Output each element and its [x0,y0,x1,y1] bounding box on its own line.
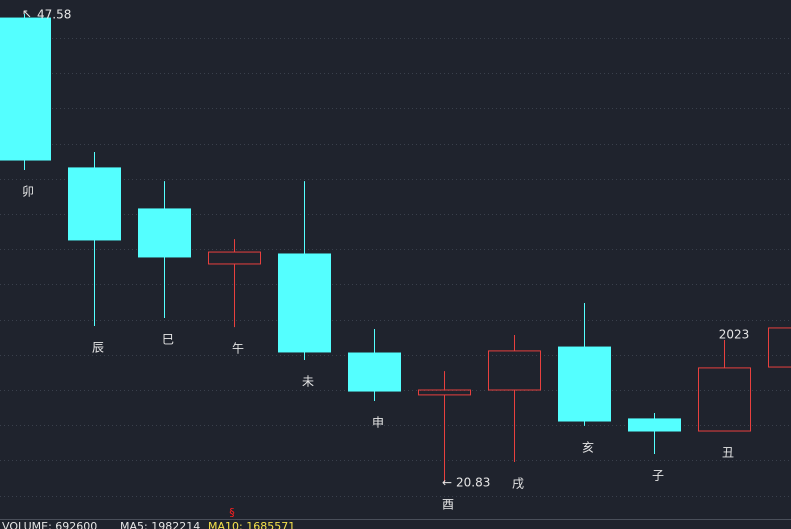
candle-body [488,350,541,391]
category-label: 午 [232,342,244,356]
category-label: 酉 [442,497,454,511]
signal-marker: § [229,506,235,519]
category-label: 亥 [582,440,594,454]
candle-body [0,17,51,161]
candle-body [138,208,191,258]
category-label: 戌 [512,477,524,491]
category-label: 卯 [22,185,34,199]
category-label: 巳 [162,332,174,346]
min-price-label: 20.83 [456,475,490,489]
candle-body [418,389,471,396]
candle-body [348,352,401,392]
candle-body [278,253,331,353]
candle-body [208,251,261,265]
candle-body [558,346,611,422]
ma5-label: MA5: 1982214 [120,520,200,529]
candle-body [698,367,751,432]
min-arrow: ← [442,475,452,489]
volume-label: VOLUME: 692600 [2,520,97,529]
category-label: 子 [652,468,664,482]
candle-body [768,327,791,368]
category-label: 未 [302,375,314,389]
candle-body [628,418,681,432]
category-label: 丑 [722,446,734,460]
candle-body [68,167,121,241]
category-label: 申 [372,416,384,430]
year-annotation: 2023 [719,328,750,342]
category-label: 辰 [92,341,104,355]
max-arrow: ↖ [22,7,32,21]
max-price-label: 47.58 [37,8,71,22]
ma10-label: MA10: 1685571 [208,520,295,529]
